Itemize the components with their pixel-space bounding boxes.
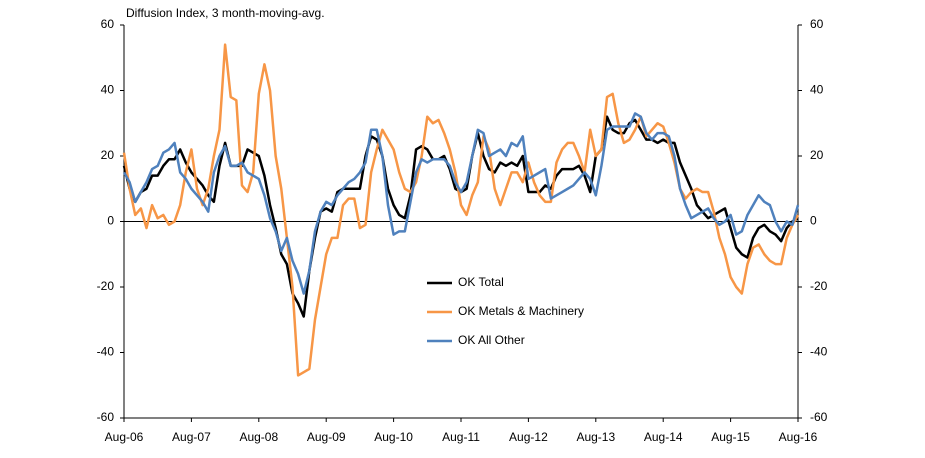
x-tick-label: Aug-06 (105, 430, 144, 444)
x-tick-label: Aug-10 (374, 430, 413, 444)
x-tick-label: Aug-14 (644, 430, 683, 444)
y-tick-label: -40 (97, 345, 115, 359)
y2-tick-label: -60 (810, 410, 828, 424)
y-tick-label: 40 (101, 83, 115, 97)
y2-tick-label: 0 (810, 214, 817, 228)
legend-label: OK Metals & Machinery (458, 304, 584, 318)
x-tick-label: Aug-13 (576, 430, 615, 444)
y2-tick-label: 20 (810, 148, 824, 162)
y-tick-label: 20 (101, 148, 115, 162)
y-tick-label: 60 (101, 17, 115, 31)
x-tick-label: Aug-08 (239, 430, 278, 444)
x-tick-label: Aug-15 (711, 430, 750, 444)
x-tick-label: Aug-09 (307, 430, 346, 444)
legend-label: OK Total (458, 275, 504, 289)
y-tick-label: -20 (97, 279, 115, 293)
x-tick-label: Aug-16 (779, 430, 818, 444)
y-tick-label: -60 (97, 410, 115, 424)
axis-title: Diffusion Index, 3 month-moving-avg. (126, 6, 325, 20)
y2-tick-label: 60 (810, 17, 824, 31)
x-tick-label: Aug-12 (509, 430, 548, 444)
x-tick-label: Aug-07 (172, 430, 211, 444)
y-tick-label: 0 (107, 214, 114, 228)
y2-tick-label: 40 (810, 83, 824, 97)
legend-label: OK All Other (458, 333, 525, 347)
series-line (122, 112, 800, 295)
series-line (122, 43, 800, 377)
y2-tick-label: -40 (810, 345, 828, 359)
y2-tick-label: -20 (810, 279, 828, 293)
x-tick-label: Aug-11 (442, 430, 480, 444)
